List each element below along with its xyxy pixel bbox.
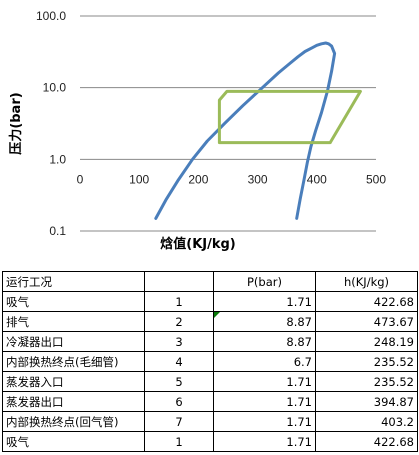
cell-note-marker (214, 312, 220, 318)
enthalpy-cell: 422.68 (315, 291, 418, 312)
saturation-dome-line (154, 41, 337, 220)
x-tick-label: 400 (307, 172, 327, 186)
index-cell: 3 (144, 331, 214, 352)
index-cell: 4 (144, 351, 214, 372)
refrigeration-cycle-line (217, 89, 362, 145)
operating-conditions-table: 运行工况 P(bar) h(KJ/kg) 吸气 1 1.71 422.68 排气 2 8.8… (2, 271, 418, 452)
condition-cell: 冷凝器出口 (2, 331, 145, 352)
enthalpy-cell: 394.87 (315, 391, 418, 412)
table-row: 吸气 1 1.71 422.68 (2, 291, 418, 312)
table-row: 蒸发器出口 6 1.71 394.87 (2, 391, 418, 412)
pressure-cell: 1.71 (213, 371, 316, 392)
y-tick-label: 1.0 (49, 152, 66, 166)
condition-cell: 蒸发器出口 (2, 391, 145, 412)
y-tick-labels: 0.1 1.0 10.0 100.0 (36, 9, 66, 238)
y-tick-label: 100.0 (36, 9, 66, 23)
index-cell: 1 (144, 291, 214, 312)
x-tick-labels: 0 100 200 300 400 500 (77, 172, 387, 186)
table-row: 吸气 1 1.71 422.68 (2, 431, 418, 452)
condition-cell: 蒸发器入口 (2, 371, 145, 392)
header-condition: 运行工况 (2, 271, 145, 292)
index-cell: 5 (144, 371, 214, 392)
condition-cell: 内部换热终点(毛细管) (2, 351, 145, 372)
y-axis-title: 压力(bar) (8, 92, 24, 154)
enthalpy-cell: 235.52 (315, 371, 418, 392)
condition-cell: 内部换热终点(回气管) (2, 411, 145, 432)
condition-cell: 吸气 (2, 431, 145, 452)
table-row: 内部换热终点(回气管) 7 1.71 403.2 (2, 411, 418, 432)
header-index (144, 271, 214, 292)
table-row: 内部换热终点(毛细管) 4 6.7 235.52 (2, 351, 418, 372)
table-row: 蒸发器入口 5 1.71 235.52 (2, 371, 418, 392)
table-body: 吸气 1 1.71 422.68 排气 2 8.87 473.67 冷凝器出口 3 8.87 248.… (2, 291, 418, 452)
header-pressure: P(bar) (213, 271, 316, 292)
pressure-cell: 6.7 (213, 351, 316, 372)
y-tick-label: 10.0 (43, 81, 67, 95)
chart-series (154, 41, 362, 220)
x-tick-label: 200 (188, 172, 208, 186)
enthalpy-cell: 248.19 (315, 331, 418, 352)
condition-cell: 排气 (2, 311, 145, 332)
condition-cell: 吸气 (2, 291, 145, 312)
enthalpy-cell: 235.52 (315, 351, 418, 372)
x-tick-label: 500 (366, 172, 386, 186)
pressure-cell: 8.87 (213, 331, 316, 352)
x-tick-label: 100 (129, 172, 149, 186)
table-row: 排气 2 8.87 473.67 (2, 311, 418, 332)
pressure-cell: 1.71 (213, 431, 316, 452)
enthalpy-cell: 403.2 (315, 411, 418, 432)
index-cell: 1 (144, 431, 214, 452)
y-tick-label: 0.1 (49, 224, 66, 238)
enthalpy-cell: 473.67 (315, 311, 418, 332)
ph-chart: 0.1 1.0 10.0 100.0 0 100 200 300 400 500 压力(bar)… (8, 9, 387, 252)
pressure-value: 8.87 (286, 314, 312, 329)
ph-chart-svg: 0.1 1.0 10.0 100.0 0 100 200 300 400 500 压力(bar)… (8, 9, 387, 252)
pressure-cell: 1.71 (213, 391, 316, 412)
pressure-cell: 1.71 (213, 411, 316, 432)
table-row: 冷凝器出口 3 8.87 248.19 (2, 331, 418, 352)
x-axis-title: 焓值(KJ/kg) (160, 236, 236, 252)
enthalpy-cell: 422.68 (315, 431, 418, 452)
x-tick-label: 0 (77, 172, 84, 186)
index-cell: 2 (144, 311, 214, 332)
index-cell: 7 (144, 411, 214, 432)
pressure-cell: 8.87 (213, 311, 316, 332)
chart-grid (80, 15, 376, 232)
x-tick-label: 300 (248, 172, 268, 186)
table-header-row: 运行工况 P(bar) h(KJ/kg) (2, 271, 418, 292)
operating-conditions-table-wrap: 运行工况 P(bar) h(KJ/kg) 吸气 1 1.71 422.68 排气 2 8.8… (2, 271, 418, 452)
index-cell: 6 (144, 391, 214, 412)
pressure-cell: 1.71 (213, 291, 316, 312)
header-enthalpy: h(KJ/kg) (315, 271, 418, 292)
